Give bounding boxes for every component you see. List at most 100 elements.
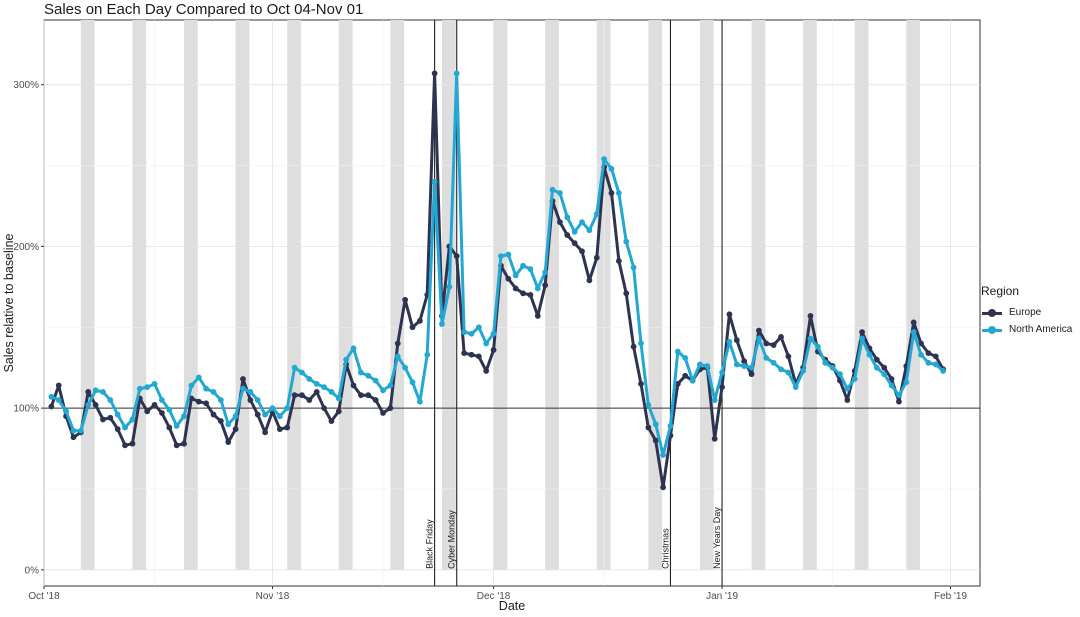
data-point: [394, 340, 401, 347]
data-point: [800, 368, 807, 374]
data-point: [372, 397, 379, 403]
data-point: [409, 324, 416, 331]
data-point: [918, 351, 924, 358]
data-point: [940, 368, 947, 374]
data-point: [173, 442, 180, 449]
data-point: [512, 272, 519, 279]
x-tick-label: Jan '19: [706, 591, 738, 602]
data-point: [542, 269, 549, 276]
data-point: [859, 335, 865, 342]
data-point: [763, 355, 770, 361]
legend-key-north-america: [981, 324, 1003, 336]
data-point: [903, 379, 910, 386]
x-tick-label: Feb '19: [934, 591, 967, 602]
data-point: [586, 277, 593, 284]
data-point: [335, 395, 342, 402]
data-point: [682, 372, 689, 379]
data-point: [195, 398, 202, 405]
data-point: [136, 385, 143, 392]
data-point: [122, 442, 128, 449]
data-point: [70, 427, 77, 434]
data-point: [483, 368, 490, 374]
data-point: [453, 253, 460, 260]
data-point: [394, 353, 401, 360]
data-point: [431, 70, 438, 77]
weekend-band: [184, 20, 198, 570]
weekend-band: [80, 20, 95, 570]
data-point: [910, 329, 917, 336]
series-group: [48, 70, 947, 491]
data-point: [888, 376, 895, 382]
data-point: [925, 350, 932, 357]
data-point: [181, 413, 187, 420]
data-point: [741, 358, 748, 365]
data-point: [358, 392, 364, 399]
data-point: [129, 440, 136, 447]
data-point: [365, 372, 372, 379]
data-point: [615, 258, 622, 264]
data-point: [697, 361, 703, 368]
data-point: [240, 376, 246, 382]
weekend-band: [287, 20, 301, 570]
data-point: [313, 389, 320, 395]
y-tick-label: 200%: [13, 242, 39, 253]
data-point: [822, 359, 829, 366]
data-point: [313, 380, 320, 387]
data-point: [48, 403, 55, 410]
weekend-band: [596, 20, 611, 570]
data-point: [564, 214, 571, 221]
data-point: [439, 321, 445, 327]
y-axis-title: Sales relative to baseline: [2, 233, 16, 372]
data-point: [778, 334, 784, 340]
data-point: [63, 408, 70, 415]
data-point: [468, 330, 475, 337]
data-point: [601, 156, 608, 162]
y-tick-label: 100%: [13, 404, 39, 415]
weekend-band: [751, 20, 766, 570]
data-point: [534, 285, 541, 292]
legend-title: Region: [981, 284, 1020, 298]
x-axis-title: Date: [499, 599, 525, 613]
data-point: [350, 345, 357, 352]
data-point: [217, 397, 224, 403]
data-point: [232, 413, 239, 420]
data-point: [475, 353, 482, 360]
data-point: [770, 359, 777, 366]
data-point: [144, 384, 151, 390]
data-point: [461, 329, 467, 336]
data-point: [490, 346, 497, 353]
data-point: [195, 374, 202, 381]
data-point: [129, 416, 136, 423]
weekend-bands: [80, 20, 921, 570]
data-point: [615, 190, 622, 196]
data-point: [542, 282, 549, 289]
data-point: [726, 338, 733, 345]
data-point: [254, 411, 261, 418]
data-point: [888, 382, 895, 389]
data-point: [431, 178, 438, 185]
data-point: [166, 406, 173, 413]
legend-label-north-america: North America: [1009, 324, 1073, 335]
plot-panel: [43, 19, 981, 587]
data-point: [741, 363, 748, 369]
data-point: [711, 397, 718, 403]
data-point: [630, 264, 637, 271]
data-point: [402, 296, 409, 303]
data-point: [181, 440, 187, 447]
data-point: [896, 392, 902, 399]
data-point: [660, 484, 666, 491]
data-point: [704, 363, 711, 369]
data-point: [814, 343, 821, 350]
data-point: [534, 313, 541, 319]
data-point: [748, 371, 755, 378]
data-point: [402, 364, 409, 371]
data-point: [564, 232, 571, 238]
data-point: [881, 371, 888, 378]
data-point: [85, 401, 92, 408]
data-point: [85, 389, 92, 395]
data-point: [188, 382, 195, 389]
data-point: [638, 380, 644, 387]
data-point: [586, 227, 593, 234]
data-point: [866, 351, 873, 358]
data-point: [328, 389, 335, 395]
